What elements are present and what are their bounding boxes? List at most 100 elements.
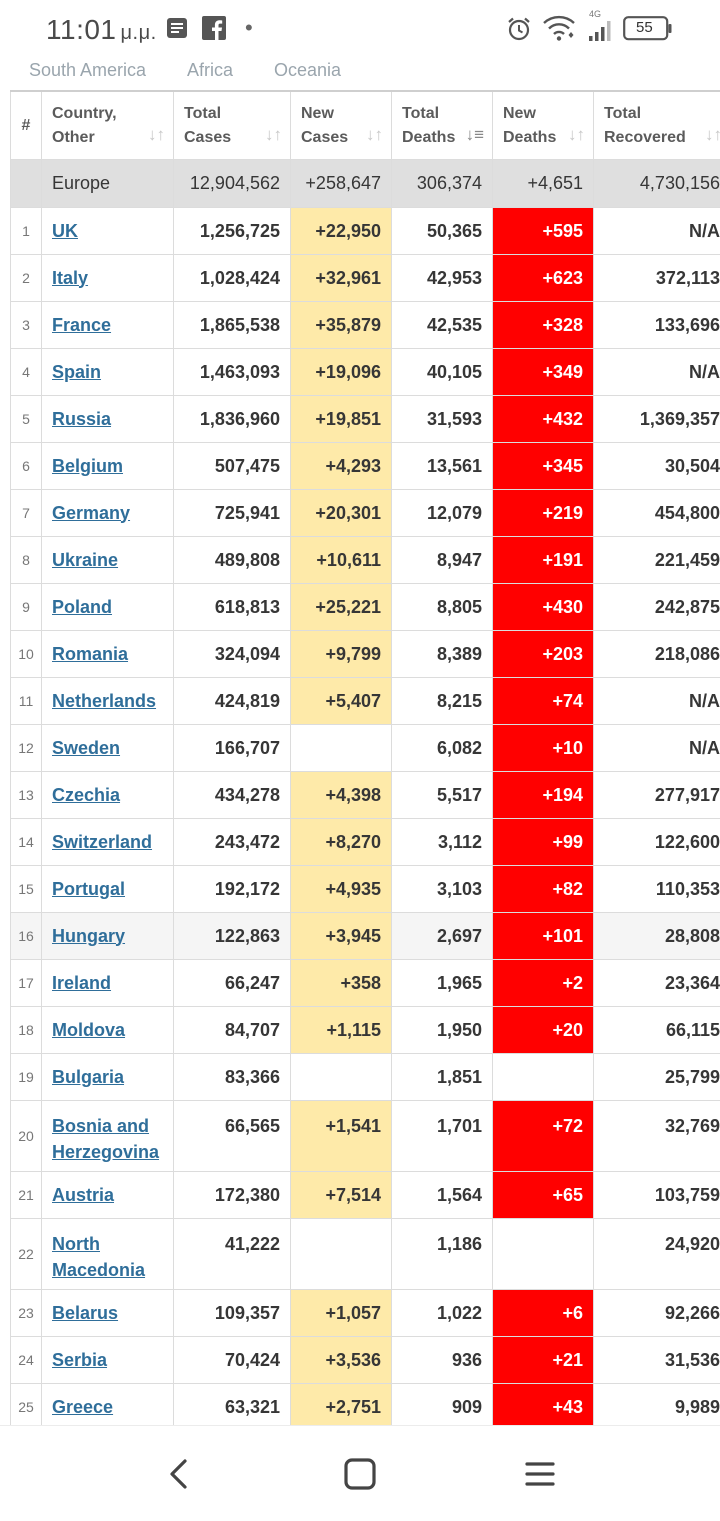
new-cases-cell bbox=[291, 1054, 392, 1101]
tab-africa[interactable]: Africa bbox=[187, 60, 233, 81]
rank-cell: 4 bbox=[11, 349, 42, 396]
country-link[interactable]: Sweden bbox=[52, 738, 120, 758]
country-cell: Serbia bbox=[42, 1337, 174, 1384]
header-country[interactable]: Country,Other↓↑ bbox=[42, 91, 174, 160]
country-cell: Hungary bbox=[42, 913, 174, 960]
total-cases-cell: 1,836,960 bbox=[174, 396, 291, 443]
header-new-deaths-line2: Deaths bbox=[503, 129, 556, 146]
total-recovered-cell: 30,504 bbox=[594, 443, 720, 490]
total-deaths-cell: 3,103 bbox=[392, 866, 493, 913]
country-cell: Moldova bbox=[42, 1007, 174, 1054]
header-rank[interactable]: # bbox=[11, 91, 42, 160]
sort-icon: ↓↑ bbox=[568, 123, 585, 147]
total-deaths-cell: 1,564 bbox=[392, 1172, 493, 1219]
total-deaths-cell: 2,697 bbox=[392, 913, 493, 960]
country-link[interactable]: Germany bbox=[52, 503, 130, 523]
country-link[interactable]: Switzerland bbox=[52, 832, 152, 852]
back-icon[interactable] bbox=[158, 1452, 202, 1496]
total-cases-cell: 192,172 bbox=[174, 866, 291, 913]
total-deaths-cell: 42,953 bbox=[392, 255, 493, 302]
country-cell: North Macedonia bbox=[42, 1219, 174, 1290]
rank-cell: 21 bbox=[11, 1172, 42, 1219]
new-cases-cell: +3,945 bbox=[291, 913, 392, 960]
country-link[interactable]: Moldova bbox=[52, 1020, 125, 1040]
new-deaths-cell: +328 bbox=[493, 302, 594, 349]
new-cases-cell: +1,057 bbox=[291, 1290, 392, 1337]
rank-cell: 6 bbox=[11, 443, 42, 490]
country-link[interactable]: Czechia bbox=[52, 785, 120, 805]
country-link[interactable]: UK bbox=[52, 221, 78, 241]
country-link[interactable]: Austria bbox=[52, 1185, 114, 1205]
country-link[interactable]: Ireland bbox=[52, 973, 111, 993]
new-cases-cell: +5,407 bbox=[291, 678, 392, 725]
tab-south-america[interactable]: South America bbox=[29, 60, 146, 81]
clock-time: 11:01 bbox=[46, 14, 117, 45]
total-cases-cell: 618,813 bbox=[174, 584, 291, 631]
header-total-cases-line1: Total bbox=[184, 105, 221, 122]
country-link[interactable]: Portugal bbox=[52, 879, 125, 899]
country-link[interactable]: Italy bbox=[52, 268, 88, 288]
country-cell: UK bbox=[42, 208, 174, 255]
country-link[interactable]: Spain bbox=[52, 362, 101, 382]
country-link[interactable]: Greece bbox=[52, 1397, 113, 1417]
country-link[interactable]: Ukraine bbox=[52, 550, 118, 570]
total-deaths-cell: 50,365 bbox=[392, 208, 493, 255]
sort-icon: ↓↑ bbox=[705, 123, 720, 147]
country-link[interactable]: Belarus bbox=[52, 1303, 118, 1323]
country-link[interactable]: Romania bbox=[52, 644, 128, 664]
new-deaths-cell: +430 bbox=[493, 584, 594, 631]
new-cases-cell: +1,541 bbox=[291, 1101, 392, 1172]
rank-cell: 25 bbox=[11, 1384, 42, 1426]
country-link[interactable]: Netherlands bbox=[52, 691, 156, 711]
total-cases-cell: 324,094 bbox=[174, 631, 291, 678]
region-row-europe: Europe 12,904,562 +258,647 306,374 +4,65… bbox=[11, 160, 720, 208]
total-cases-cell: 489,808 bbox=[174, 537, 291, 584]
continent-tabs: South America Africa Oceania bbox=[0, 58, 720, 90]
home-icon[interactable] bbox=[338, 1452, 382, 1496]
total-recovered-cell: N/A bbox=[594, 678, 720, 725]
country-link[interactable]: Hungary bbox=[52, 926, 125, 946]
header-total-recovered-line1: Total bbox=[604, 105, 641, 122]
total-cases-cell: 63,321 bbox=[174, 1384, 291, 1426]
total-recovered-cell: 23,364 bbox=[594, 960, 720, 1007]
rank-cell: 18 bbox=[11, 1007, 42, 1054]
new-cases-cell: +4,935 bbox=[291, 866, 392, 913]
total-deaths-cell: 12,079 bbox=[392, 490, 493, 537]
total-recovered-cell: 32,769 bbox=[594, 1101, 720, 1172]
sort-desc-icon: ↓≡ bbox=[466, 123, 484, 147]
tab-oceania[interactable]: Oceania bbox=[274, 60, 341, 81]
country-cell: Russia bbox=[42, 396, 174, 443]
rank-cell: 23 bbox=[11, 1290, 42, 1337]
new-deaths-cell: +43 bbox=[493, 1384, 594, 1426]
country-link[interactable]: France bbox=[52, 315, 111, 335]
recents-icon[interactable] bbox=[518, 1452, 562, 1496]
country-link[interactable]: Russia bbox=[52, 409, 111, 429]
sort-icon: ↓↑ bbox=[366, 123, 383, 147]
country-link[interactable]: North Macedonia bbox=[52, 1234, 145, 1280]
total-deaths-cell: 936 bbox=[392, 1337, 493, 1384]
country-link[interactable]: Belgium bbox=[52, 456, 123, 476]
country-link[interactable]: Bulgaria bbox=[52, 1067, 124, 1087]
rank-cell: 13 bbox=[11, 772, 42, 819]
country-link[interactable]: Poland bbox=[52, 597, 112, 617]
country-link[interactable]: Bosnia and Herzegovina bbox=[52, 1116, 159, 1162]
total-recovered-cell: 218,086 bbox=[594, 631, 720, 678]
new-cases-cell: +7,514 bbox=[291, 1172, 392, 1219]
total-cases-cell: 725,941 bbox=[174, 490, 291, 537]
country-link[interactable]: Serbia bbox=[52, 1350, 107, 1370]
new-deaths-cell: +6 bbox=[493, 1290, 594, 1337]
total-recovered-cell: 28,808 bbox=[594, 913, 720, 960]
rank-cell: 17 bbox=[11, 960, 42, 1007]
notification-dot: • bbox=[245, 18, 253, 38]
